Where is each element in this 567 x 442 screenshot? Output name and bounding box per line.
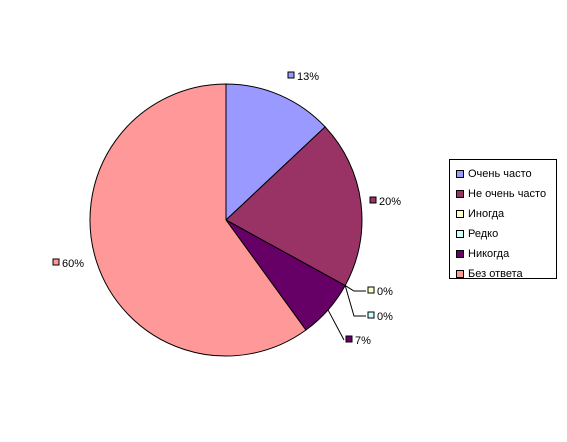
data-label: 20% [369, 196, 401, 208]
legend-swatch [456, 250, 464, 258]
legend-label: Редко [468, 228, 499, 240]
legend-label: Без ответа [468, 268, 523, 280]
legend-swatch [456, 270, 464, 278]
data-label: 7% [345, 335, 371, 347]
data-label-text: 0% [377, 311, 393, 323]
legend-item: Очень часто [456, 164, 556, 184]
data-labels: 13% 20% 0% 0% 7% 60% [52, 71, 401, 347]
data-label-swatch [367, 311, 375, 319]
leader-lines [327, 285, 366, 341]
legend-swatch [456, 170, 464, 178]
leader-line [344, 285, 366, 292]
legend-label: Никогда [468, 248, 510, 260]
data-label: 60% [52, 258, 84, 270]
legend-item: Не очень часто [456, 184, 556, 204]
legend-label: Не очень часто [468, 188, 547, 200]
legend-item: Без ответа [456, 264, 556, 284]
data-label-swatch [367, 286, 375, 294]
legend-label: Очень часто [468, 168, 532, 180]
data-label-text: 13% [297, 71, 319, 83]
pie-slices [89, 83, 363, 357]
legend-item: Никогда [456, 244, 556, 264]
legend-swatch [456, 210, 464, 218]
data-label-swatch [369, 196, 377, 204]
legend-swatch [456, 190, 464, 198]
leader-line [344, 285, 366, 317]
legend-item: Иногда [456, 204, 556, 224]
leader-line [327, 309, 345, 341]
data-label-swatch [287, 71, 295, 79]
data-label-swatch [345, 335, 353, 343]
data-label: 0% [367, 286, 393, 298]
legend-item: Редко [456, 224, 556, 244]
legend-swatch [456, 230, 464, 238]
pie-slice [225, 83, 326, 222]
legend: Очень часто Не очень часто Иногда Редко … [449, 159, 557, 280]
data-label-swatch [52, 258, 60, 266]
data-label-text: 7% [355, 335, 371, 347]
legend-label: Иногда [468, 208, 505, 220]
pie-slice [225, 126, 363, 287]
data-label-text: 20% [379, 196, 401, 208]
pie-slice [89, 83, 307, 357]
data-label: 13% [287, 71, 319, 83]
data-label: 0% [367, 311, 393, 323]
data-label-text: 0% [377, 286, 393, 298]
data-label-text: 60% [62, 258, 84, 270]
